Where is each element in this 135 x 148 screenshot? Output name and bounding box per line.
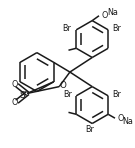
Text: Br: Br bbox=[63, 24, 71, 33]
Text: Br: Br bbox=[112, 24, 121, 33]
Text: Br: Br bbox=[63, 90, 72, 99]
Text: O: O bbox=[60, 81, 67, 90]
Text: Na: Na bbox=[107, 8, 118, 17]
Text: Na: Na bbox=[123, 117, 134, 126]
Text: O: O bbox=[11, 80, 18, 89]
Text: O: O bbox=[118, 114, 124, 123]
Text: S: S bbox=[20, 91, 25, 100]
Text: Br: Br bbox=[112, 90, 121, 99]
Text: Br: Br bbox=[85, 125, 94, 134]
Text: O: O bbox=[11, 98, 18, 107]
Text: O: O bbox=[102, 11, 108, 20]
